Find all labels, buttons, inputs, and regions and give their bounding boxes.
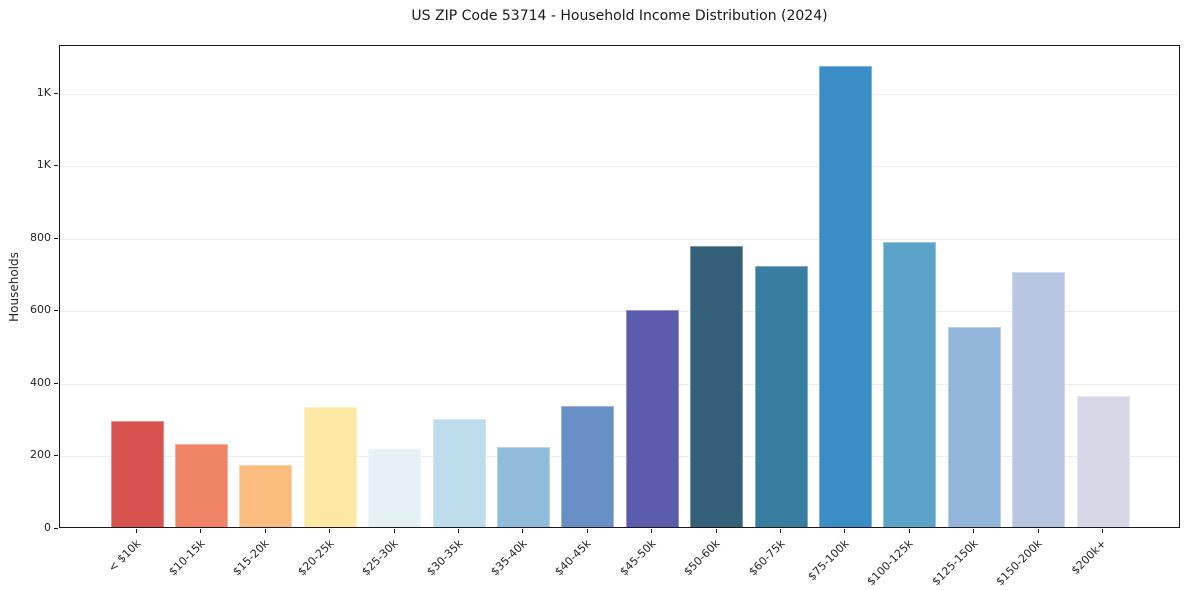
gridline [60, 93, 1179, 95]
y-tick-mark [54, 382, 58, 384]
chart-title: US ZIP Code 53714 - Household Income Dis… [411, 8, 828, 24]
bar-10k [110, 421, 164, 527]
x-tick-label: $45-50k [617, 537, 659, 579]
y-tick-mark [54, 237, 58, 239]
bar-20-25k [303, 407, 357, 527]
gridline [60, 383, 1179, 385]
bar-125-150k [947, 327, 1001, 527]
x-tick-label: $100-125k [864, 537, 917, 589]
bar-15-20k [239, 464, 293, 527]
bar-45-50k [625, 310, 679, 527]
x-tick-label: $75-100k [805, 537, 852, 584]
x-tick-mark [651, 529, 653, 533]
x-tick-mark [1102, 529, 1103, 533]
x-tick-label: $50-60k [681, 537, 723, 579]
x-tick-mark [264, 529, 266, 533]
x-tick-label: $30-35k [423, 537, 466, 579]
plot-area [59, 45, 1180, 528]
bar-25-30k [368, 449, 422, 527]
x-tick-mark [522, 529, 524, 533]
x-tick-label: $10-15k [166, 537, 208, 579]
y-tick-label: 800 [30, 230, 51, 244]
x-tick-mark [136, 529, 137, 533]
x-tick-mark [586, 529, 588, 533]
y-axis-label: Households [7, 252, 21, 322]
x-tick-mark [458, 529, 459, 533]
x-tick-mark [1037, 529, 1039, 533]
x-tick-mark [780, 529, 781, 533]
gridline [60, 238, 1179, 240]
y-tick-mark [54, 528, 58, 529]
x-tick-mark [200, 529, 202, 533]
y-tick-label: 400 [30, 375, 51, 389]
y-tick-mark [54, 310, 58, 312]
bar-75-100k [818, 66, 872, 527]
bar-100-125k [883, 241, 937, 527]
x-tick-label: $60-75k [745, 537, 788, 579]
y-tick-label: 1K [36, 158, 51, 172]
x-tick-label: $125-150k [929, 537, 981, 589]
bar-30-35k [432, 418, 486, 527]
x-tick-label: $35-40k [488, 537, 530, 579]
x-tick-label: $20-25k [295, 537, 337, 579]
gridline [60, 311, 1179, 313]
bar-50-60k [690, 245, 744, 527]
x-tick-label: $15-20k [230, 537, 273, 579]
bar-60-75k [754, 265, 808, 527]
y-tick-label: 200 [30, 448, 51, 462]
x-tick-mark [844, 529, 846, 533]
bar-35-40k [496, 446, 550, 527]
bar-40-45k [561, 405, 615, 527]
x-tick-label: $25-30k [359, 537, 401, 579]
x-tick-label: $150-200k [993, 537, 1045, 589]
y-tick-mark [54, 455, 58, 457]
x-tick-label: < $10k [105, 537, 144, 575]
y-tick-label: 600 [30, 303, 51, 317]
x-tick-label: $200k+ [1069, 537, 1110, 578]
x-tick-mark [329, 529, 331, 533]
x-tick-mark [393, 529, 395, 533]
x-tick-label: $40-45k [552, 537, 595, 579]
gridline [60, 166, 1179, 168]
bar-150-200k [1012, 271, 1066, 527]
x-tick-mark [715, 529, 717, 533]
y-tick-mark [54, 165, 58, 167]
bar-10-15k [174, 443, 228, 527]
x-tick-mark [908, 529, 910, 533]
x-tick-mark [973, 529, 975, 533]
y-tick-label: 0 [44, 521, 51, 534]
y-tick-label: 1K [36, 85, 51, 99]
gridline [60, 456, 1179, 458]
bar-200k [1076, 396, 1130, 527]
y-tick-mark [54, 92, 58, 94]
